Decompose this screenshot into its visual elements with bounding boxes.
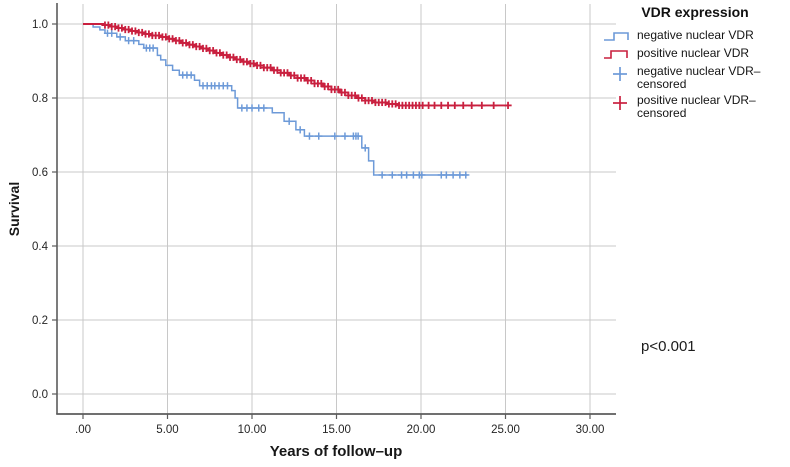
y-tick-label: 0.4 — [32, 241, 49, 253]
legend-entry-negative-vdr-censored: negative nuclear VDR–censored — [602, 63, 788, 91]
x-tick-label: 5.00 — [156, 424, 178, 436]
y-tick-label: 0.2 — [32, 315, 48, 327]
legend-entry-positive-vdr-censored: positive nuclear VDR–censored — [602, 92, 788, 120]
p-value-annotation: p<0.001 — [641, 338, 696, 355]
y-tick-label: 0.6 — [32, 167, 48, 179]
legend-entry-label: positive nuclear VDR — [637, 46, 750, 60]
x-tick-label: 15.00 — [322, 424, 351, 436]
plus-censored-icon — [613, 95, 627, 110]
y-tick-label: 1.0 — [32, 19, 48, 31]
legend-entry-label: positive nuclear VDR–censored — [637, 92, 756, 120]
y-axis-title: Survival — [6, 181, 22, 237]
legend-entry-label: negative nuclear VDR — [637, 28, 754, 42]
x-tick-label: 10.00 — [238, 424, 267, 436]
y-tick-label: 0.8 — [32, 93, 48, 105]
y-tick-label: 0.0 — [32, 389, 48, 401]
x-tick-label: 25.00 — [491, 424, 520, 436]
survival-curve-positive — [83, 23, 508, 107]
x-tick-label: 20.00 — [407, 424, 436, 436]
x-tick-label: 30.00 — [576, 424, 605, 436]
legend: VDR expression negative nuclear VDR posi… — [602, 4, 788, 121]
survival-curve-negative — [83, 23, 468, 176]
legend-entry-positive-vdr: positive nuclear VDR — [602, 45, 788, 62]
step-line-icon — [604, 50, 628, 59]
plus-censored-icon — [613, 67, 627, 81]
legend-entry-label: negative nuclear VDR–censored — [637, 64, 761, 91]
x-axis-title: Years of follow–up — [269, 443, 403, 460]
legend-title: VDR expression — [641, 4, 749, 20]
x-tick-label: .00 — [75, 424, 91, 436]
legend-entry-negative-vdr: negative nuclear VDR — [602, 27, 788, 44]
step-line-icon — [604, 32, 629, 41]
